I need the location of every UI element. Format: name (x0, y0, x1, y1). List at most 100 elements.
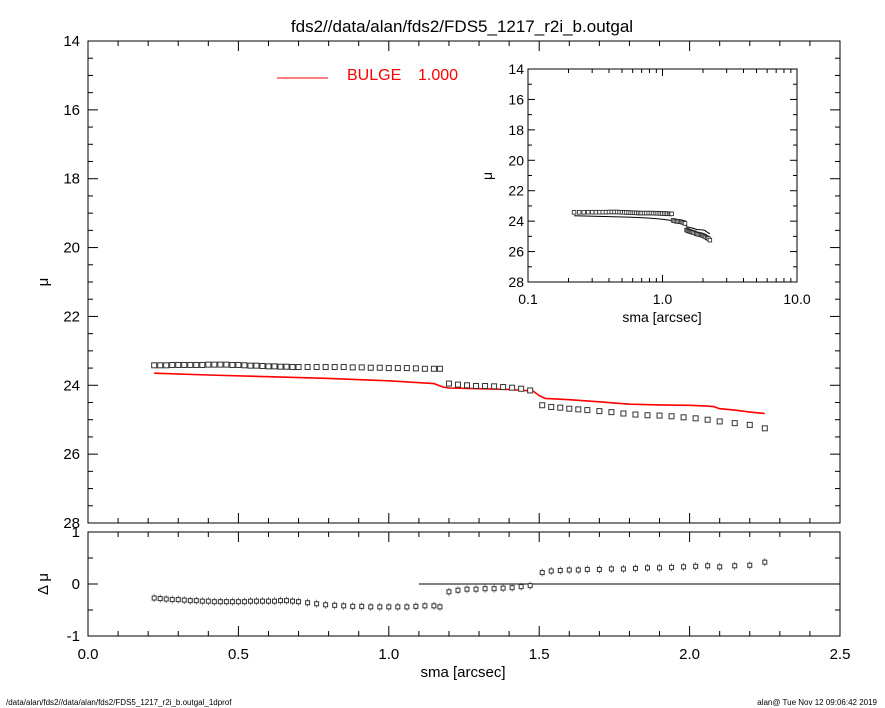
residual-point (455, 587, 461, 593)
data-point (575, 406, 582, 413)
residual-point (305, 600, 311, 606)
residual-point (169, 597, 175, 603)
residual-point (482, 586, 488, 592)
y-tick-label: 20 (63, 240, 80, 257)
residual-point (217, 599, 223, 605)
residual-point (187, 598, 193, 604)
data-point (584, 407, 591, 414)
y-tick-label: 22 (508, 183, 524, 199)
residual-point (199, 598, 205, 604)
data-point (716, 418, 723, 425)
data-point (656, 412, 663, 419)
data-point (746, 421, 753, 428)
residual-point (644, 565, 650, 571)
y-tick-label: 20 (508, 152, 524, 168)
x-tick-label: 10.0 (783, 291, 810, 307)
inset-data-point (576, 210, 582, 215)
y-tick-label: 18 (63, 171, 80, 188)
residual-point (265, 598, 271, 604)
residual-point (377, 604, 383, 610)
residual-point (205, 598, 211, 604)
data-point (277, 363, 284, 370)
x-tick-label: 1.0 (378, 646, 399, 663)
residual-point (151, 595, 157, 601)
residual-point (518, 584, 524, 590)
data-point (412, 365, 419, 372)
residual-point (762, 559, 768, 565)
residual-point (548, 568, 554, 574)
data-point (608, 409, 615, 416)
data-point (539, 402, 546, 409)
x-tick-label: 0.0 (78, 646, 99, 663)
residual-point (157, 596, 163, 602)
data-point (175, 361, 182, 368)
data-point (199, 361, 206, 368)
residual-point (290, 598, 296, 604)
x-tick-label: 2.5 (830, 646, 851, 663)
residual-point (422, 603, 428, 609)
y-tick-label: 1 (72, 524, 80, 541)
y-tick-label: 18 (508, 122, 524, 138)
residual-point (705, 563, 711, 569)
inset-x-axis-label: sma [arcsec] (622, 309, 701, 325)
residual-point (632, 565, 638, 571)
data-point (304, 364, 311, 371)
residual-point (253, 598, 259, 604)
data-point (187, 361, 194, 368)
y-tick-label: 14 (63, 33, 80, 50)
inset-data-point (581, 210, 587, 215)
data-point (668, 413, 675, 420)
residual-point (332, 602, 338, 608)
residual-point (163, 596, 169, 602)
inset-data-point (707, 237, 713, 243)
residual-point (575, 567, 581, 573)
data-point (181, 361, 188, 368)
residual-point (657, 565, 663, 571)
y-tick-label: 24 (508, 213, 524, 229)
main-panel-frame (87, 40, 841, 524)
data-point (157, 362, 164, 369)
residual-point (223, 599, 229, 605)
data-point (367, 364, 374, 371)
residual-point (404, 604, 410, 610)
data-point (704, 416, 711, 423)
residual-point (296, 599, 302, 605)
residual-point (395, 604, 401, 610)
data-point (761, 425, 768, 432)
residual-point (732, 563, 738, 569)
inset-data-point (571, 210, 577, 215)
residual-point (229, 599, 235, 605)
y-tick-label: 14 (508, 61, 524, 77)
data-point (349, 364, 356, 371)
residual-point (596, 566, 602, 572)
chart-title: fds2//data/alan/fds2/FDS5_1217_r2i_b.out… (291, 17, 633, 36)
residual-point (341, 603, 347, 609)
data-point (566, 405, 573, 412)
residual-point (235, 599, 241, 605)
residual-point (437, 604, 443, 610)
residual-point (669, 564, 675, 570)
residual-point (566, 567, 572, 573)
data-point (313, 364, 320, 371)
inset-data-point (682, 221, 688, 226)
data-point (509, 384, 516, 391)
residual-panel-marks (151, 558, 840, 611)
y-tick-label: 0 (72, 576, 80, 593)
residual-point (278, 598, 284, 604)
residual-point (386, 604, 392, 610)
data-point (340, 364, 347, 371)
x-tick-label: 1.0 (653, 291, 673, 307)
data-point (211, 361, 218, 368)
footer-file-path: /data/alan/fds2//data/alan/fds2/FDS5_121… (6, 698, 232, 707)
residual-point (241, 599, 247, 605)
data-point (473, 382, 480, 389)
residual-point (539, 570, 545, 576)
data-point (464, 382, 471, 389)
data-point (518, 385, 525, 392)
residual-point (350, 603, 356, 609)
x-tick-label: 1.5 (529, 646, 550, 663)
residual-point (527, 583, 533, 589)
inset-data-point (585, 209, 591, 215)
data-point (241, 362, 248, 369)
